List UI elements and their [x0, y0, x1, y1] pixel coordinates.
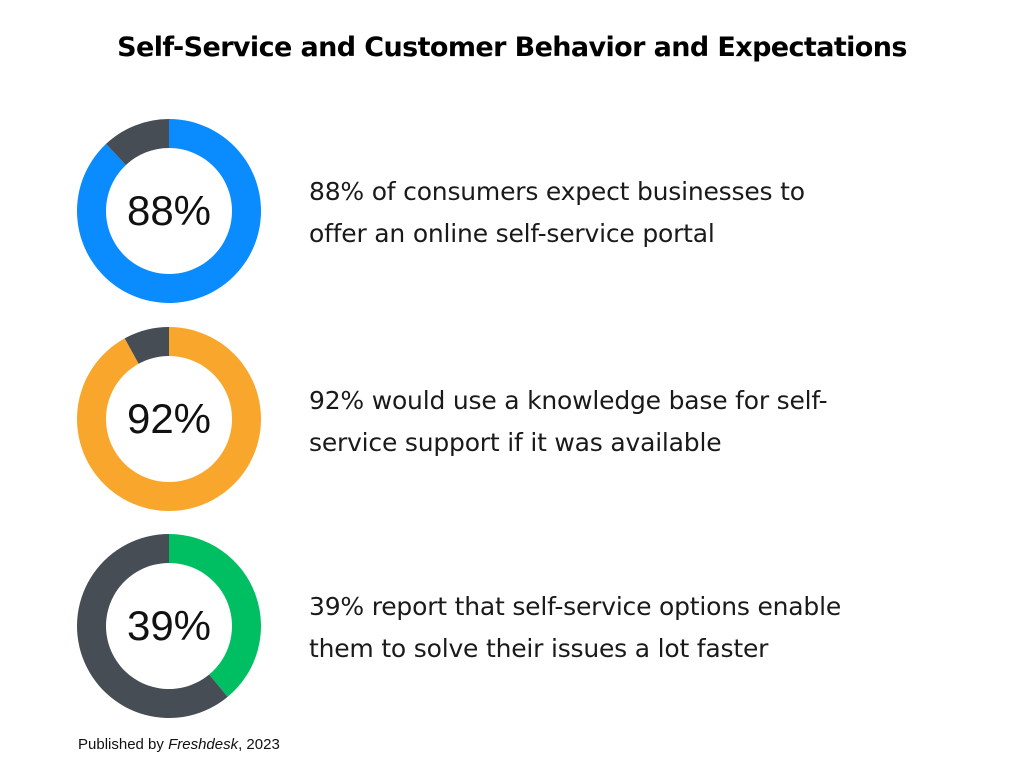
stat-description-1: 88% of consumers expect businesses to of… [309, 171, 949, 255]
donut-chart-3 [77, 534, 261, 718]
donut-chart-2 [76, 327, 261, 511]
donut-slice-1-2 [106, 119, 169, 166]
donut-slice-2-1 [76, 327, 261, 511]
stat-card-2: 92% 92% would use a knowledge base for s… [0, 326, 1024, 516]
stat-description-line: service support if it was available [309, 428, 722, 457]
stat-card-1: 88% 88% of consumers expect businesses t… [0, 118, 1024, 308]
donut-slice-2-2 [124, 327, 169, 364]
donut-slice-3-1 [169, 534, 261, 697]
source-credit: Published by Freshdesk, 2023 [78, 736, 280, 753]
stat-description-line: 88% of consumers expect businesses to [309, 177, 805, 206]
stat-card-3: 39% 39% report that self-service options… [0, 533, 1024, 723]
source-credit-prefix: Published by [78, 736, 169, 753]
source-credit-name: Freshdesk [168, 736, 239, 753]
donut-slice-3-2 [77, 534, 228, 718]
page-title: Self-Service and Customer Behavior and E… [117, 32, 907, 63]
stat-description-line: offer an online self-service portal [309, 219, 715, 248]
stat-description-line: 92% would use a knowledge base for self- [309, 386, 828, 415]
donut-slice-1-1 [76, 119, 261, 303]
stat-description-2: 92% would use a knowledge base for self-… [309, 380, 949, 464]
source-credit-year: , 2023 [238, 736, 280, 753]
stat-description-line: them to solve their issues a lot faster [309, 634, 769, 663]
stat-description-line: 39% report that self-service options ena… [309, 592, 842, 621]
stat-description-3: 39% report that self-service options ena… [309, 586, 949, 670]
donut-chart-1 [76, 119, 261, 303]
